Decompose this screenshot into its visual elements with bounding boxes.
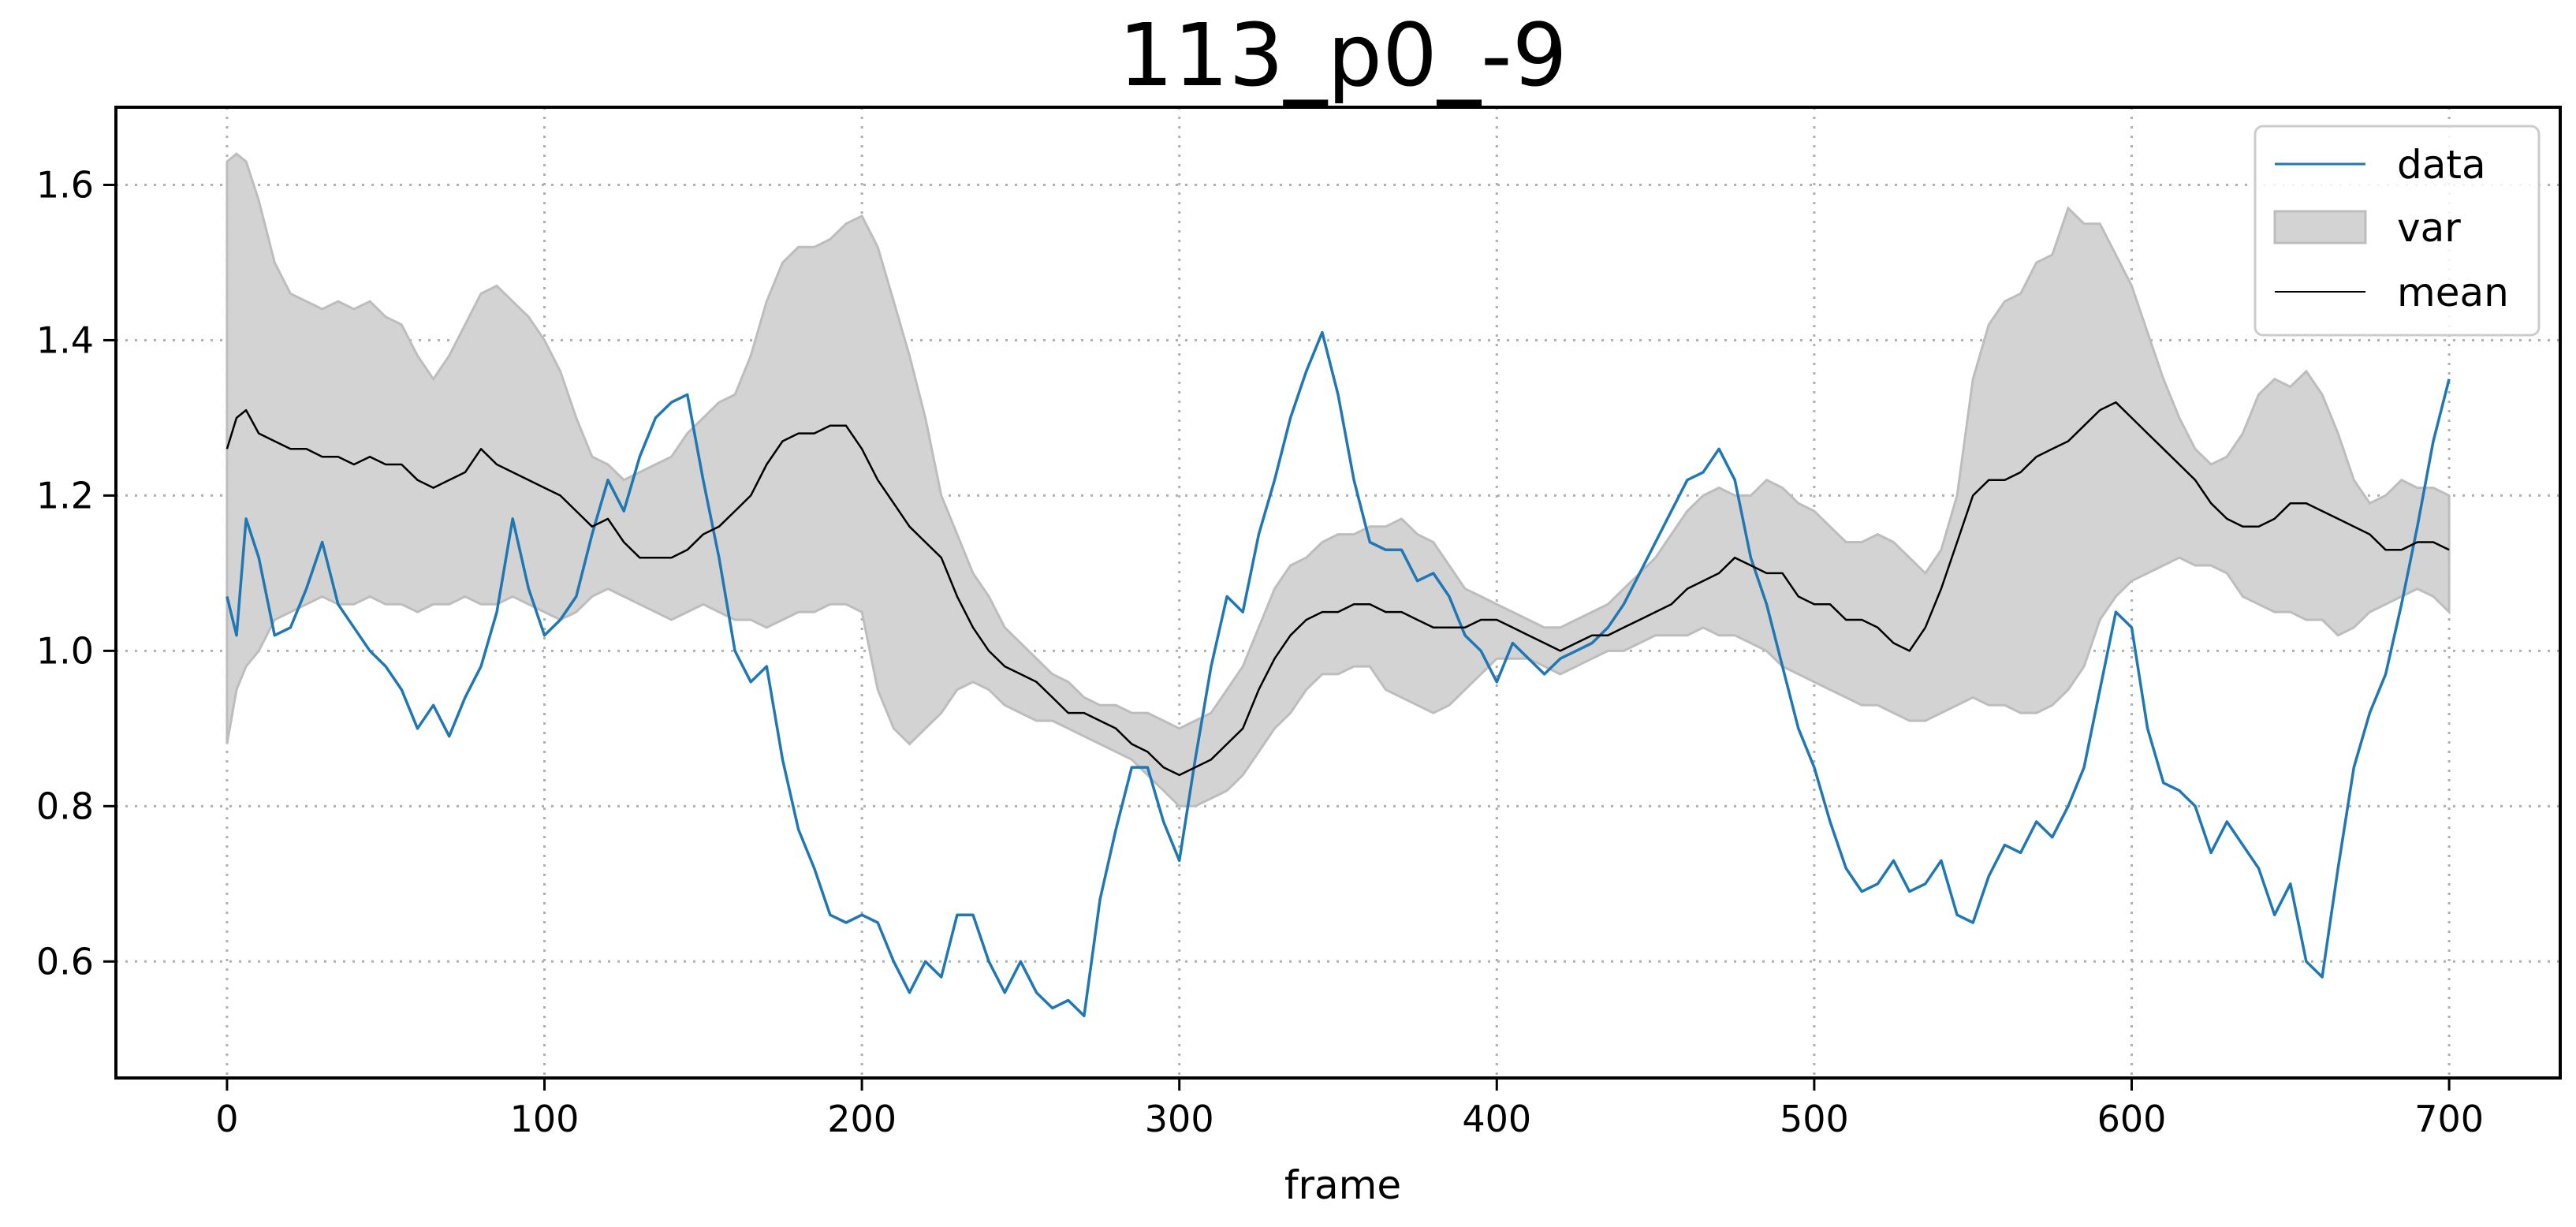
y-tick-label: 0.8 bbox=[36, 785, 94, 827]
y-axis-ticks: 0.6 0.8 1.0 1.2 1.4 1.6 bbox=[36, 163, 116, 983]
plot-frame bbox=[114, 106, 2562, 1080]
x-tick-label: 100 bbox=[510, 1098, 580, 1140]
series-line-mean bbox=[226, 401, 2450, 777]
x-tick-label: 300 bbox=[1145, 1098, 1214, 1140]
legend-label-data: data bbox=[2397, 142, 2486, 188]
y-tick-label: 1.0 bbox=[36, 629, 94, 672]
x-tick-label: 200 bbox=[827, 1098, 897, 1140]
x-tick-label: 0 bbox=[215, 1098, 238, 1140]
x-axis-ticks: 0 100 200 300 400 500 600 700 bbox=[215, 1078, 2484, 1140]
y-tick-label: 1.6 bbox=[36, 163, 94, 206]
legend-swatch-var bbox=[2273, 210, 2367, 244]
chart-title: 113_p0_-9 bbox=[1118, 5, 1567, 106]
x-tick-label: 600 bbox=[2097, 1098, 2167, 1140]
x-tick-label: 400 bbox=[1462, 1098, 1531, 1140]
x-axis-label: frame bbox=[1284, 1162, 1401, 1208]
y-tick-label: 1.2 bbox=[36, 474, 94, 517]
legend-label-mean: mean bbox=[2397, 270, 2509, 315]
series-line-data bbox=[226, 330, 2451, 1017]
legend: data var mean bbox=[2254, 125, 2541, 337]
legend-label-var: var bbox=[2397, 205, 2461, 251]
x-tick-label: 700 bbox=[2414, 1098, 2484, 1140]
x-tick-label: 500 bbox=[1780, 1098, 1849, 1140]
series-lines bbox=[226, 330, 2451, 1017]
y-tick-label: 0.6 bbox=[36, 940, 94, 983]
legend-box bbox=[2254, 125, 2541, 337]
y-tick-label: 1.4 bbox=[36, 319, 94, 361]
